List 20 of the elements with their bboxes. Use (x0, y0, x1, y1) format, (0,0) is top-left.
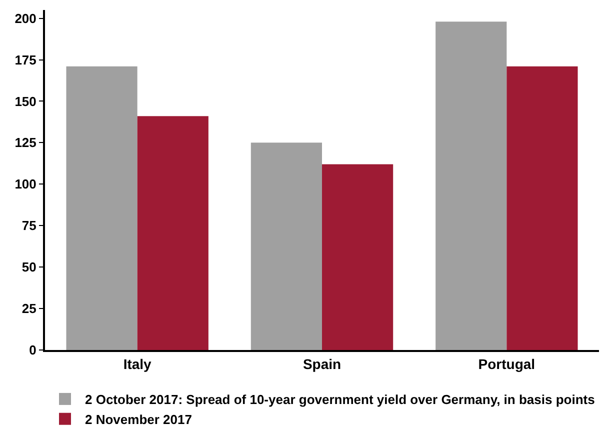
bar (66, 66, 138, 350)
bar (506, 66, 578, 350)
y-tick-label: 50 (22, 260, 36, 275)
y-tick-label: 125 (14, 135, 36, 150)
y-tick-label: 175 (14, 52, 36, 68)
y-tick-label: 100 (14, 176, 36, 192)
legend-label: 2 October 2017: Spread of 10-year government yield over Germany, in basis points (85, 392, 595, 408)
y-tick-label: 75 (22, 218, 36, 234)
y-tick-label: 0 (29, 342, 36, 358)
x-tick-label: Portugal (478, 356, 536, 372)
bar (436, 22, 507, 350)
y-tick-label: 25 (22, 301, 36, 316)
bar (137, 116, 208, 350)
x-tick-label: Spain (302, 356, 342, 372)
bar (250, 142, 322, 350)
y-tick-label: 150 (14, 94, 36, 109)
legend-label: 2 November 2017 (85, 412, 192, 427)
y-tick-label: 200 (14, 10, 36, 26)
bar (322, 164, 394, 350)
x-tick-label: Italy (123, 356, 152, 372)
